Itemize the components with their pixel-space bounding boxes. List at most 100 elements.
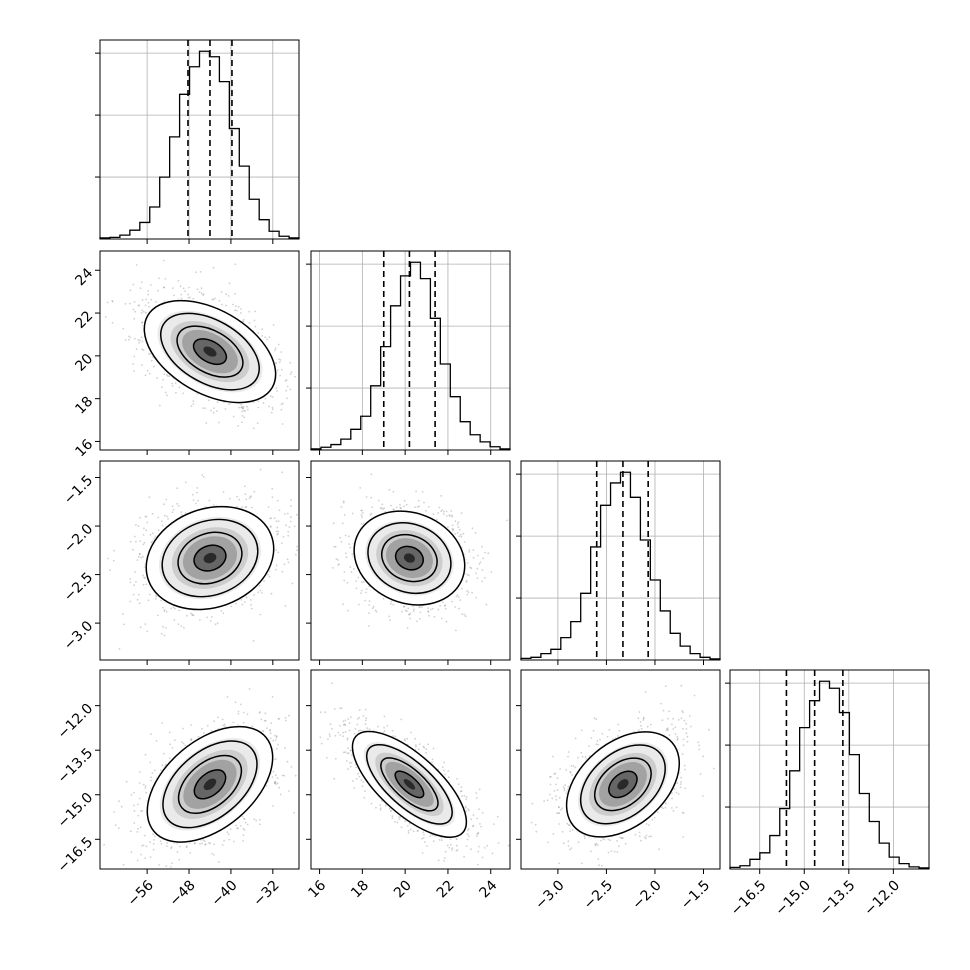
scatter-point bbox=[217, 861, 220, 863]
scatter-point bbox=[148, 305, 150, 308]
scatter-point bbox=[406, 627, 409, 629]
histogram-grid-3 bbox=[730, 670, 929, 869]
scatter-point bbox=[138, 552, 141, 555]
scatter-point bbox=[169, 866, 172, 868]
scatter-point bbox=[285, 524, 287, 527]
scatter-point bbox=[506, 519, 508, 522]
scatter-point bbox=[294, 774, 297, 777]
scatter-point bbox=[466, 573, 469, 576]
scatter-point bbox=[359, 487, 362, 489]
scatter-point bbox=[160, 632, 163, 635]
scatter-point bbox=[160, 769, 162, 772]
scatter-point bbox=[276, 782, 279, 785]
scatter-point bbox=[163, 610, 166, 612]
scatter-point bbox=[251, 506, 253, 509]
scatter-point bbox=[235, 824, 238, 827]
scatter-point bbox=[296, 549, 298, 552]
scatter-point bbox=[192, 493, 194, 496]
scatter-point bbox=[244, 506, 247, 508]
scatter-point bbox=[162, 286, 165, 289]
scatter-point bbox=[428, 505, 430, 508]
scatter-point bbox=[407, 607, 410, 610]
scatter-point bbox=[144, 515, 147, 518]
scatter-point bbox=[428, 614, 430, 617]
scatter-point bbox=[223, 723, 226, 726]
scatter-point bbox=[142, 543, 145, 546]
scatter-point bbox=[199, 271, 202, 273]
scatter-point bbox=[287, 530, 290, 533]
scatter-point bbox=[192, 297, 195, 300]
scatter-point bbox=[269, 728, 272, 731]
scatter-point bbox=[277, 551, 280, 554]
scatter-point bbox=[443, 510, 445, 513]
scatter-point bbox=[270, 411, 273, 414]
scatter-point bbox=[155, 301, 158, 303]
scatter-point bbox=[252, 427, 255, 430]
scatter-point bbox=[190, 612, 192, 615]
scatter-point bbox=[245, 596, 248, 599]
scatter-point bbox=[188, 286, 190, 289]
scatter-point bbox=[200, 287, 203, 290]
scatter-point bbox=[296, 545, 298, 548]
scatter-point bbox=[129, 336, 132, 339]
scatter-point bbox=[171, 385, 174, 387]
scatter-point bbox=[163, 514, 166, 517]
scatter-point bbox=[383, 507, 385, 510]
scatter-point bbox=[349, 566, 352, 568]
scatter-point bbox=[166, 845, 168, 847]
scatter-point bbox=[433, 615, 436, 618]
scatter-point bbox=[274, 782, 276, 785]
scatter-point bbox=[415, 490, 417, 493]
scatter-point bbox=[471, 527, 474, 530]
scatter-point bbox=[455, 629, 457, 632]
scatter-point bbox=[399, 506, 402, 509]
scatter-point bbox=[237, 305, 240, 308]
scatter-point bbox=[343, 579, 346, 582]
scatter-point bbox=[470, 567, 473, 570]
scatter-point bbox=[158, 277, 160, 280]
scatter-point bbox=[452, 529, 454, 532]
panel-frame bbox=[729, 669, 930, 870]
scatter-point bbox=[163, 503, 166, 506]
scatter-point bbox=[404, 609, 407, 612]
histogram-panel-1 bbox=[306, 250, 511, 455]
joint-content bbox=[104, 259, 296, 430]
scatter-point bbox=[139, 540, 142, 542]
scatter-point bbox=[445, 620, 448, 623]
scatter-point bbox=[132, 308, 135, 311]
scatter-point bbox=[190, 738, 193, 741]
scatter-point bbox=[361, 512, 364, 514]
scatter-point bbox=[242, 405, 245, 408]
scatter-point bbox=[229, 497, 231, 500]
scatter-point bbox=[205, 422, 208, 424]
scatter-point bbox=[458, 607, 460, 610]
scatter-point bbox=[442, 513, 445, 516]
scatter-point bbox=[198, 291, 201, 293]
scatter-point bbox=[458, 535, 461, 538]
scatter-point bbox=[148, 372, 151, 375]
scatter-point bbox=[222, 724, 225, 727]
scatter-point bbox=[196, 288, 199, 291]
scatter-point bbox=[145, 515, 148, 518]
scatter-point bbox=[162, 606, 165, 609]
scatter-point bbox=[423, 501, 425, 504]
scatter-point bbox=[442, 601, 444, 604]
scatter-point bbox=[349, 546, 352, 549]
scatter-point bbox=[153, 769, 156, 772]
scatter-point bbox=[139, 626, 142, 629]
scatter-point bbox=[133, 370, 136, 372]
scatter-point bbox=[466, 590, 468, 592]
scatter-point bbox=[457, 521, 460, 523]
scatter-point bbox=[174, 607, 176, 610]
scatter-point bbox=[141, 321, 144, 324]
scatter-point bbox=[149, 841, 151, 844]
scatter-point bbox=[113, 549, 115, 552]
scatter-point bbox=[369, 514, 372, 516]
scatter-point bbox=[253, 490, 256, 493]
scatter-point bbox=[138, 341, 140, 344]
scatter-point bbox=[133, 804, 135, 807]
scatter-point bbox=[319, 702, 321, 704]
scatter-point bbox=[348, 543, 351, 545]
scatter-point bbox=[481, 580, 484, 583]
scatter-point bbox=[290, 505, 292, 507]
